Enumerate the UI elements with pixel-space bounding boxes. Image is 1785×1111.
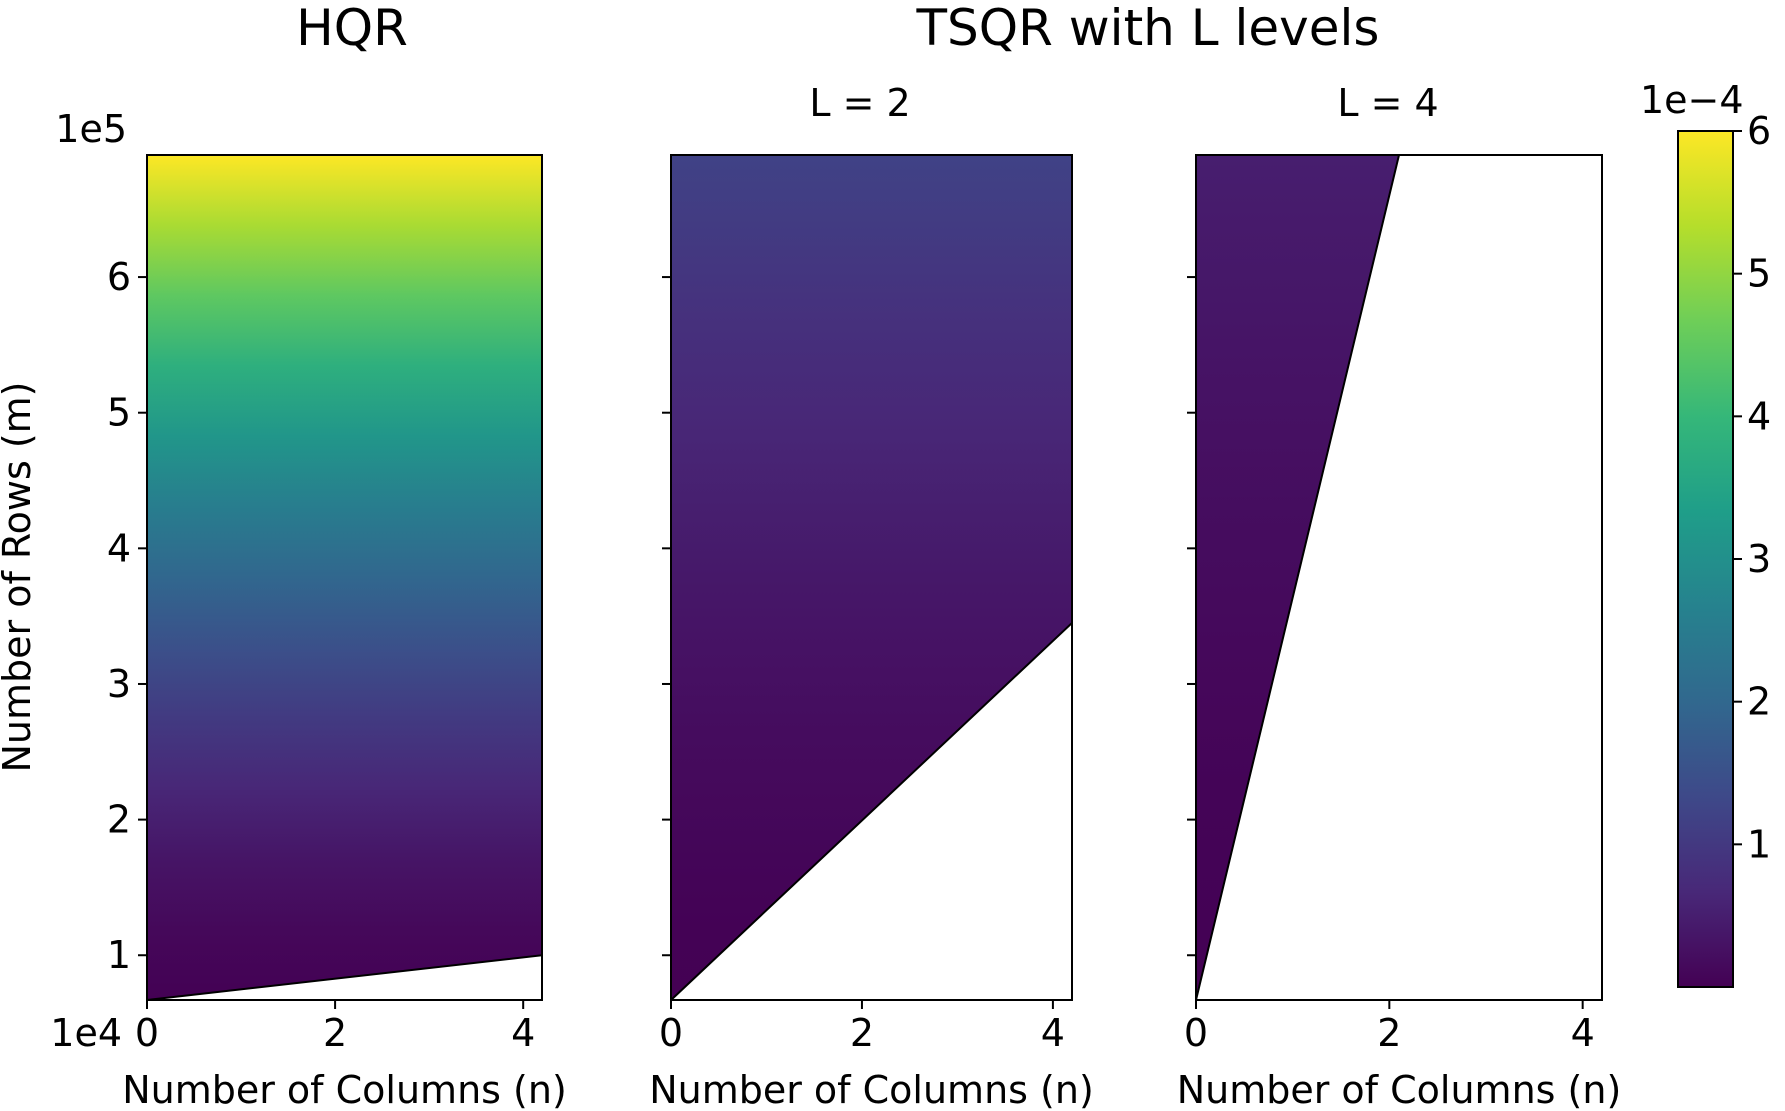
colorbar-tick-label: 1 [1747,822,1771,866]
hqr-title: HQR [296,0,408,57]
x-tick-label: 2 [1377,1011,1401,1055]
x-tick-label: 2 [323,1011,347,1055]
colorbar-tick-label: 2 [1747,680,1771,724]
x-tick-label: 4 [511,1011,535,1055]
x-tick-label: 4 [1571,1011,1595,1055]
x-tick-label: 0 [659,1011,683,1055]
axes-frame [670,154,1073,1001]
tsqr-l2-title: L = 2 [809,81,910,125]
axes-frame [1195,154,1603,1001]
y-tick-label: 6 [107,255,131,299]
hqr-panel: 0 2 4 1 2 3 4 5 6 Number of Columns (n) [107,154,567,1111]
x-tick-label: 0 [1184,1011,1208,1055]
y-tick-label: 2 [107,798,131,842]
tsqr-l4-title: L = 4 [1337,81,1438,125]
y-offset-label: 1e5 [55,107,127,151]
colorbar-gradient [1677,130,1734,988]
y-tick-label: 3 [107,662,131,706]
tsqr-l4-panel: 0 2 4 Number of Columns (n) [1177,154,1622,1111]
x-axis-label: Number of Columns (n) [1177,1068,1622,1111]
heatmap-region [670,154,1073,1003]
colorbar-tick-label: 5 [1747,252,1771,296]
x-tick-label: 2 [850,1011,874,1055]
x-axis-label: Number of Columns (n) [649,1068,1094,1111]
tsqr-l2-panel: 0 2 4 Number of Columns (n) [649,154,1094,1111]
x-axis-label: Number of Columns (n) [122,1068,567,1111]
colorbar-offset-label: 1e−4 [1640,78,1744,122]
axes-frame [146,154,543,1001]
x-tick-label: 0 [135,1011,159,1055]
x-offset-label: 1e4 [50,1011,122,1055]
colorbar-tick-label: 6 [1747,109,1771,153]
x-tick-label: 4 [1041,1011,1065,1055]
y-axis-label: Number of Rows (m) [0,381,39,772]
colorbar: 1 2 3 4 5 6 [1677,109,1771,988]
heatmap-region [146,154,543,1002]
tsqr-group-title: TSQR with L levels [916,0,1380,57]
heatmap-region [1195,154,1401,1001]
y-tick-label: 4 [107,526,131,570]
colorbar-tick-label: 3 [1747,537,1771,581]
y-tick-label: 1 [107,933,131,977]
colorbar-tick-label: 4 [1747,394,1771,438]
y-tick-label: 5 [107,391,131,435]
